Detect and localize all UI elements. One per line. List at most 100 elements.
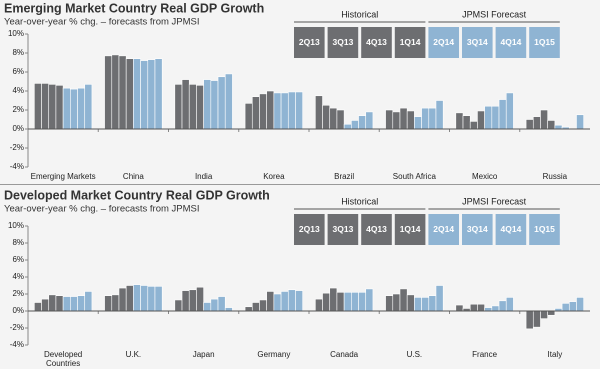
bar [266, 291, 275, 312]
y-tick-label: 6% [12, 255, 24, 264]
legend-swatch [462, 214, 493, 245]
y-tick-label: 2% [12, 289, 24, 298]
bar [55, 295, 64, 312]
x-tick-label: Germany [257, 350, 291, 359]
legend-label: 1Q14 [400, 37, 421, 47]
bar [406, 110, 415, 130]
bar [196, 85, 204, 130]
x-tick-label: Brazil [334, 172, 355, 181]
bar [568, 301, 577, 312]
bar [70, 296, 78, 312]
bar [484, 105, 493, 130]
legend-label: 1Q15 [534, 37, 555, 47]
chart-subtitle: Year-over-year % chg. – forecasts from J… [4, 204, 200, 215]
bar [385, 109, 394, 130]
bar [435, 285, 444, 312]
bar [351, 120, 359, 130]
bar [469, 121, 478, 130]
y-tick-label: 6% [12, 67, 24, 76]
bar [111, 294, 120, 312]
legend-group-label: JPMSI Forecast [462, 9, 527, 19]
bar [251, 96, 260, 130]
bar [125, 58, 134, 130]
x-tick-label: U.S. [406, 350, 423, 359]
bar [540, 109, 548, 130]
legend-label: 3Q13 [333, 37, 354, 47]
bar [455, 112, 464, 130]
bar [343, 123, 352, 130]
bar [70, 88, 78, 130]
x-label-box: Emerging Markets [31, 172, 96, 181]
bar [244, 103, 253, 130]
x-label-box: Developed Countries [44, 350, 82, 368]
y-tick-label: -4% [10, 162, 24, 171]
bar [455, 304, 464, 312]
bar [266, 90, 275, 130]
x-tick-label: U.K. [125, 350, 142, 359]
x-tick-label: Korea [263, 172, 285, 181]
bar [154, 58, 163, 130]
bar [273, 92, 282, 130]
bar [188, 289, 197, 312]
legend-swatch [327, 27, 359, 58]
bar [561, 303, 570, 312]
legend-label: 1Q14 [400, 224, 421, 234]
bar [203, 302, 212, 312]
bar [576, 114, 584, 130]
y-tick-label: 8% [12, 48, 24, 57]
bar [111, 54, 120, 130]
y-tick-label: 10% [8, 29, 24, 38]
x-label-box: Korea [263, 172, 285, 181]
bar [491, 105, 500, 130]
bar [217, 76, 226, 130]
x-label-box: Germany [257, 350, 291, 359]
bar [358, 115, 367, 130]
bar [421, 297, 430, 312]
bar [133, 284, 141, 312]
bar [477, 303, 485, 312]
legend-swatch [361, 214, 392, 245]
x-label-box: Italy [548, 350, 563, 359]
bar [104, 295, 113, 312]
bar [525, 310, 534, 330]
bar [421, 107, 430, 130]
bar [41, 83, 50, 130]
x-tick-label: South Africa [392, 172, 436, 181]
bar [505, 92, 514, 130]
bar [505, 297, 514, 312]
legend-swatch [462, 27, 493, 58]
bar [484, 307, 493, 312]
legend-group-label: JPMSI Forecast [462, 196, 527, 206]
bar [181, 290, 190, 312]
legend-swatch [361, 27, 392, 58]
chart-title: Developed Market Country Real GDP Growth [4, 188, 270, 202]
y-tick-label: 0% [12, 306, 24, 315]
bar [295, 91, 303, 130]
legend-swatch [428, 27, 459, 58]
x-tick-label: China [122, 172, 144, 181]
legend-swatch [394, 214, 426, 245]
x-label-box: India [195, 172, 212, 181]
x-label-box: Brazil [334, 172, 355, 181]
bar [491, 305, 500, 312]
bar [525, 119, 534, 130]
legend-label: 3Q13 [333, 224, 354, 234]
bar [498, 300, 507, 312]
legend-label: 1Q15 [534, 224, 555, 234]
legend-label: 3Q14 [467, 37, 488, 47]
bar [365, 288, 374, 312]
bar [315, 95, 323, 130]
bar [217, 296, 226, 312]
y-tick-label: -4% [10, 340, 24, 349]
bar [322, 292, 331, 312]
bar [48, 84, 57, 130]
bar [259, 299, 267, 312]
y-tick-label: 2% [12, 105, 24, 114]
legend-label: 4Q13 [366, 37, 387, 47]
legend-swatch [428, 214, 459, 245]
bar [399, 107, 408, 130]
bar [188, 84, 197, 130]
bar [62, 87, 71, 130]
bar [322, 104, 331, 130]
y-tick-label: -2% [10, 143, 24, 152]
